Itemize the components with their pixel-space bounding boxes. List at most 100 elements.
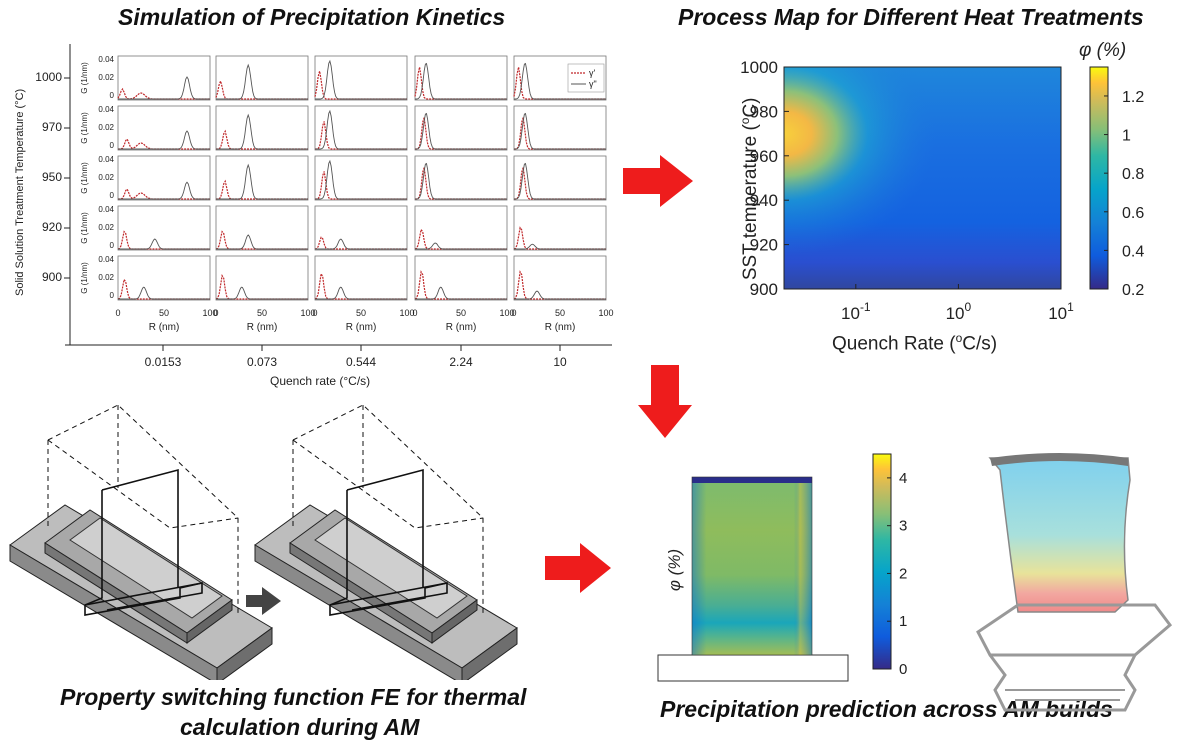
r-tick-label: 0 (213, 308, 218, 318)
sim-title: Simulation of Precipitation Kinetics (118, 4, 506, 30)
gamma-prime-curve (514, 117, 606, 150)
gamma-dprime-curve (415, 62, 507, 100)
gamma-dprime-curve (216, 234, 308, 250)
g-tick-label: 0.02 (98, 173, 114, 182)
gamma-dprime-curve (514, 162, 606, 200)
g-tick-label: 0.02 (98, 123, 114, 132)
r-tick-label: 0 (312, 308, 317, 318)
gamma-dprime-curve (514, 112, 606, 150)
quench-rate-tick-label: 10 (553, 355, 567, 369)
gamma-prime-curve (415, 117, 507, 150)
quench-rate-tick-label: 0.073 (247, 355, 277, 369)
temperature-tick-label: 920 (42, 220, 62, 234)
gamma-dprime-curve (315, 286, 407, 300)
legend-box (567, 63, 605, 93)
r-tick-label: 50 (456, 308, 466, 318)
legend-gamma-prime: γ' (589, 68, 596, 78)
map-y-tick-label: 1000 (740, 58, 778, 77)
gray-arrow-right-icon (246, 587, 281, 615)
map-x-tick-label: 10-1 (841, 300, 871, 323)
g-tick-label: 0.02 (98, 273, 114, 282)
g-axis-label: G (1/nm) (80, 62, 89, 94)
temperature-tick-label: 1000 (35, 70, 62, 84)
map-title: Process Map for Different Heat Treatment… (678, 4, 1144, 30)
colorbar-tick-label: 1.2 (1122, 89, 1144, 106)
map-x-tick-label: 100 (946, 300, 972, 323)
fe-title-line1: Property switching function FE for therm… (60, 684, 527, 710)
gamma-dprime-curve (315, 238, 407, 250)
map-y-tick-label: 980 (750, 102, 778, 121)
map-y-tick-label: 940 (750, 191, 778, 210)
g-tick-label: 0.02 (98, 73, 114, 82)
kinetics-subplot (414, 255, 508, 301)
g-tick-label: 0.04 (98, 105, 114, 114)
red-arrow-right-icon (623, 155, 693, 207)
colorbar-tick-label: 0.6 (1122, 205, 1144, 222)
build-colorbar (872, 453, 892, 670)
gamma-dprime-curve (118, 76, 210, 100)
gamma-dprime-curve (315, 59, 407, 100)
g-tick-label: 0 (110, 141, 115, 150)
r-tick-label: 50 (159, 308, 169, 318)
fe-block-right (254, 404, 518, 680)
gamma-prime-curve (415, 167, 507, 200)
r-tick-label: 50 (356, 308, 366, 318)
kinetics-subplot (414, 105, 508, 151)
g-axis-label: G (1/nm) (80, 162, 89, 194)
gamma-dprime-curve (415, 286, 507, 300)
gamma-dprime-curve (315, 159, 407, 200)
build-colorbar-tick-label: 0 (899, 661, 907, 678)
gamma-dprime-curve (315, 109, 407, 150)
quench-rate-tick-label: 0.544 (346, 355, 376, 369)
g-tick-label: 0.02 (98, 223, 114, 232)
map-x-tick-label: 101 (1048, 300, 1074, 323)
r-axis-label: R (nm) (149, 322, 180, 333)
gamma-dprime-curve (216, 113, 308, 150)
gamma-dprime-curve (118, 181, 210, 200)
gamma-dprime-curve (216, 163, 308, 200)
r-tick-label: 0 (115, 308, 120, 318)
sim-xlabel: Quench rate (°C/s) (270, 374, 371, 388)
colorbar-tick-label: 0.4 (1122, 243, 1144, 260)
kinetics-subplot (414, 155, 508, 201)
kinetics-subplot (314, 255, 408, 301)
kinetics-subplot (513, 255, 607, 301)
r-tick-label: 50 (555, 308, 565, 318)
kinetics-subplot (215, 155, 309, 201)
heatmap-hot-region (784, 67, 1061, 289)
colorbar-tick-label: 0.8 (1122, 166, 1144, 183)
map-y-tick-label: 920 (750, 236, 778, 255)
kinetics-subplot (414, 205, 508, 251)
kinetics-subplot (314, 205, 408, 251)
temperature-tick-label: 950 (42, 170, 62, 184)
r-axis-label: R (nm) (545, 322, 576, 333)
r-axis-label: R (nm) (247, 322, 278, 333)
g-tick-label: 0.04 (98, 155, 114, 164)
r-axis-label: R (nm) (346, 322, 377, 333)
map-y-tick-label: 900 (750, 280, 778, 299)
quench-rate-tick-label: 0.0153 (145, 355, 182, 369)
temperature-tick-label: 970 (42, 120, 62, 134)
kinetics-subplot (513, 105, 607, 151)
g-axis-label: G (1/nm) (80, 112, 89, 144)
kinetics-subplot (215, 205, 309, 251)
build-colorbar-tick-label: 4 (899, 470, 907, 487)
gamma-dprime-curve (118, 238, 210, 250)
g-axis-label: G (1/nm) (80, 262, 89, 294)
r-tick-label: 0 (412, 308, 417, 318)
kinetics-subplot (117, 255, 211, 301)
kinetics-subplot (117, 55, 211, 101)
kinetics-subplot (414, 55, 508, 101)
gamma-dprime-curve (415, 242, 507, 250)
map-colorbar-label: φ (%) (1079, 40, 1127, 61)
gamma-dprime-curve (514, 243, 606, 250)
g-tick-label: 0 (110, 291, 115, 300)
gamma-dprime-curve (216, 63, 308, 100)
colorbar-tick-label: 0.2 (1122, 282, 1144, 299)
g-tick-label: 0.04 (98, 205, 114, 214)
colorbar (1089, 66, 1109, 290)
r-tick-label: 0 (511, 308, 516, 318)
heatmap-frame (783, 66, 1062, 290)
